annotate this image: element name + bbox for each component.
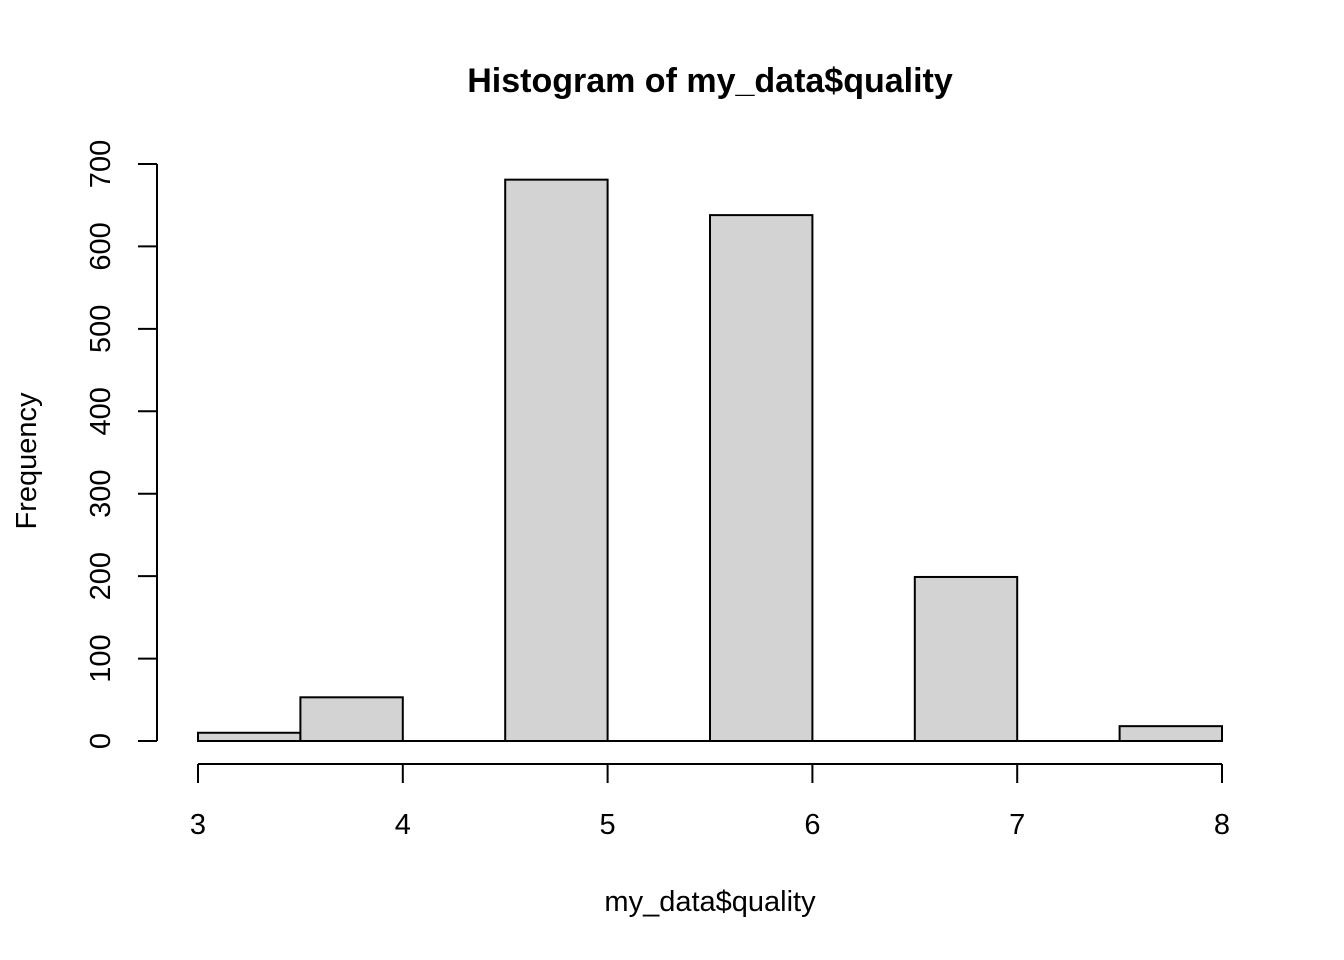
histogram-bar-5 [709,214,814,743]
x-tick-label-2: 5 [600,809,616,841]
x-axis-label: my_data$quality [604,886,816,918]
histogram-bar-3 [504,178,609,743]
histogram-bar-7 [913,575,1019,742]
x-tick-label-1: 4 [395,809,411,841]
x-axis: 3 4 5 6 7 8 [190,763,1230,841]
histogram-bar-1 [299,696,404,742]
y-tick-label-5: 500 [85,305,117,353]
y-tick-label-7: 700 [85,140,117,188]
y-axis-label: Frequency [11,392,43,530]
histogram-bar-0 [197,731,302,743]
y-tick-label-6: 600 [85,222,117,270]
y-tick-label-2: 200 [85,552,117,600]
histogram-bars [197,178,1223,743]
x-tick-label-5: 8 [1214,809,1230,841]
x-tick-label-0: 3 [190,809,206,841]
y-tick-label-3: 300 [85,470,117,518]
histogram-bar-9 [1118,725,1223,742]
x-tick-label-4: 7 [1009,809,1025,841]
y-tick-label-0: 0 [85,733,117,749]
x-tick-label-3: 6 [804,809,820,841]
y-tick-label-1: 100 [85,634,117,682]
y-tick-label-4: 400 [85,387,117,435]
y-axis: 0 100 200 300 400 500 600 700 [85,140,158,749]
chart-title: Histogram of my_data$quality [467,62,953,100]
